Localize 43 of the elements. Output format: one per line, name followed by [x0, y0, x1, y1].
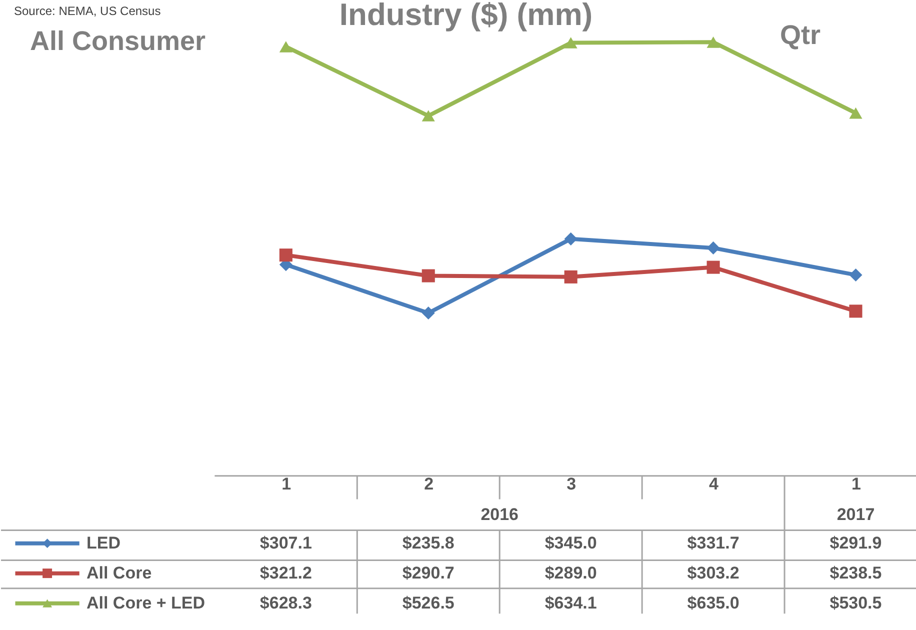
point — [706, 241, 720, 254]
data-label: $303.2 — [687, 563, 740, 582]
point — [279, 41, 292, 52]
x-tick-label: 1 — [852, 474, 861, 494]
data-label: $628.3 — [260, 593, 312, 612]
data-label: $321.2 — [260, 563, 312, 582]
point — [564, 270, 578, 284]
data-label: $530.5 — [830, 593, 882, 612]
point — [422, 269, 435, 282]
point — [564, 232, 578, 246]
data-label: $290.7 — [402, 563, 454, 582]
legend-label: All Core — [86, 563, 152, 582]
annotation: Qtr — [780, 20, 820, 51]
chart-title: Industry ($) (mm) — [339, 0, 593, 32]
point — [849, 268, 862, 282]
data-label: $526.5 — [402, 593, 454, 612]
data-label: $635.0 — [687, 593, 740, 612]
legend-label: All Core + LED — [86, 593, 206, 612]
point — [279, 248, 292, 262]
source-note: Source: NEMA, US Census — [14, 4, 161, 18]
data-label: $235.8 — [402, 533, 454, 552]
data-label: $345.0 — [544, 533, 597, 552]
text: All Consumer — [30, 26, 206, 57]
x-tick-label: 4 — [709, 474, 720, 494]
point — [422, 306, 435, 320]
point — [706, 260, 720, 274]
legend-label: LED — [86, 533, 120, 552]
data-label: $289.0 — [544, 563, 597, 582]
text: 2016 — [480, 505, 519, 524]
data-label: $238.5 — [830, 563, 882, 582]
x-tick-label: 2 — [424, 474, 434, 494]
point — [849, 107, 862, 119]
data-label: $291.9 — [830, 533, 882, 552]
data-label: $331.7 — [687, 533, 740, 552]
data-label: $307.1 — [260, 533, 312, 552]
point — [564, 37, 578, 48]
x-tick-label: 1 — [282, 474, 292, 494]
point — [849, 304, 862, 318]
point — [706, 36, 720, 48]
point — [422, 110, 435, 122]
x-tick-label: 3 — [566, 474, 576, 494]
text: 2017 — [836, 505, 875, 524]
data-label: $634.1 — [544, 593, 597, 612]
